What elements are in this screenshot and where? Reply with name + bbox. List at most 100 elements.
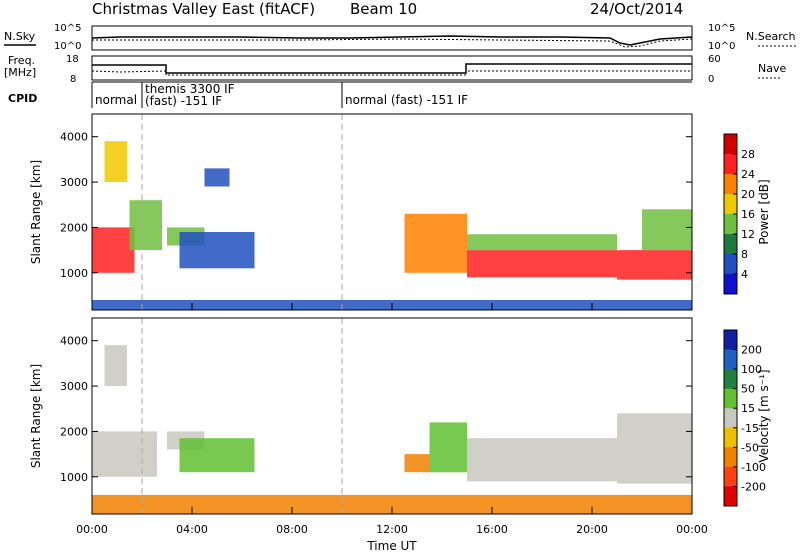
nave-label: Nave: [758, 62, 786, 75]
power-region-10: [642, 209, 692, 251]
power-colorbar-label: Power [dB]: [757, 179, 771, 244]
velocity-colorbar-swatch-5: [724, 427, 737, 448]
velocity-colorbar-frame: [723, 329, 738, 507]
power-region-2: [129, 200, 162, 251]
x-tick-label-0: 00:00: [76, 523, 108, 536]
velocity-colorbar-swatch-1: [724, 349, 737, 370]
power-colorbar-swatch-7: [724, 274, 737, 295]
freq-label-line2: [MHz]: [4, 66, 36, 79]
velocity-colorbar-swatch-8: [724, 486, 737, 507]
cpid-label: CPID: [8, 92, 37, 105]
velocity-colorbar-tick-label-4: -15: [741, 422, 759, 435]
velocity-region-6: [467, 438, 617, 482]
power-colorbar-swatch-4: [724, 214, 737, 235]
noise-right-label: N.Search: [746, 30, 796, 43]
power-region-8: [467, 234, 617, 251]
power-colorbar-swatch-5: [724, 234, 737, 255]
power-region-6: [404, 213, 467, 273]
x-axis-label: Time UT: [366, 539, 417, 553]
power-panel: [91, 113, 693, 311]
velocity-region-5: [429, 422, 467, 473]
power-y-label: Slant Range [km]: [29, 160, 43, 264]
power-colorbar-swatch-1: [724, 154, 737, 175]
noise-left-tick-top: 10^5: [54, 23, 81, 34]
velocity-colorbar-tick-label-0: 200: [741, 344, 762, 357]
y-tick-label-1: 2000: [60, 425, 88, 438]
velocity-colorbar-swatch-3: [724, 388, 737, 409]
freq-right-tick-bottom: 0: [708, 74, 714, 85]
power-colorbar-swatch-3: [724, 194, 737, 215]
noise-search-line: [92, 38, 693, 48]
x-tick-label-4: 16:00: [476, 523, 508, 536]
beam-label: Beam 10: [350, 0, 417, 18]
velocity-colorbar-swatch-2: [724, 369, 737, 390]
freq-left-tick-top: 18: [66, 54, 79, 65]
cpid-segment-1-line2: (fast) -151 IF: [145, 94, 222, 108]
x-tick-label-3: 12:00: [376, 523, 408, 536]
x-tick-label-5: 20:00: [576, 523, 608, 536]
velocity-colorbar-swatch-7: [724, 466, 737, 487]
velocity-colorbar-swatch-6: [724, 447, 737, 468]
noise-sky-line: [91, 35, 693, 46]
power-region-1: [104, 141, 127, 182]
power-y-axis: 1000 2000 3000 4000: [60, 131, 692, 280]
nave-line: [91, 70, 692, 76]
velocity-region-3: [179, 438, 255, 473]
power-region-5: [204, 168, 230, 187]
freq-left-tick-bottom: 8: [70, 74, 76, 85]
power-colorbar-tick-label-4: 12: [741, 228, 755, 241]
velocity-heatmap-cells: [92, 318, 692, 514]
noise-left-tick-bottom: 10^0: [54, 41, 81, 52]
noise-right-tick-top: 10^5: [708, 23, 735, 34]
cpid-segment-1-line1: themis 3300 IF: [145, 82, 235, 96]
power-region-0: [92, 227, 135, 273]
power-region-7: [467, 250, 617, 278]
y-tick-label-1: 2000: [60, 221, 88, 234]
y-tick-label-0: 1000: [60, 471, 88, 484]
y-tick-label-2: 3000: [60, 380, 88, 393]
power-colorbar-tick-label-6: 4: [741, 268, 748, 281]
power-colorbar-swatch-0: [724, 134, 737, 155]
velocity-region-4: [404, 454, 430, 473]
x-tick-label-2: 08:00: [276, 523, 308, 536]
freq-line: [92, 63, 692, 74]
power-colorbar-tick-label-3: 16: [741, 208, 755, 221]
velocity-colorbar-tick-label-5: -50: [741, 441, 759, 454]
x-tick-label-1: 04:00: [176, 523, 208, 536]
power-heatmap-cells: [92, 114, 692, 310]
date-label: 24/Oct/2014: [590, 0, 683, 18]
power-region-4: [179, 232, 255, 269]
power-colorbar-tick-label-1: 24: [741, 168, 755, 181]
velocity-colorbar-tick-label-2: 50: [741, 383, 755, 396]
velocity-colorbar-tick-label-7: -200: [741, 480, 766, 493]
velocity-colorbar: 200 100 50 15 -15 -50 -100 -200: [723, 329, 766, 507]
noise-right-tick-bottom: 10^0: [708, 41, 735, 52]
velocity-colorbar-tick-label-3: 15: [741, 402, 755, 415]
velocity-panel: [91, 317, 693, 515]
freq-panel: [91, 55, 693, 81]
freq-label-line1: Freq.: [8, 54, 35, 67]
power-colorbar-tick-label-5: 8: [741, 248, 748, 261]
velocity-colorbar-swatch-4: [724, 408, 737, 429]
velocity-y-label: Slant Range [km]: [29, 364, 43, 468]
y-tick-label-0: 1000: [60, 267, 88, 280]
power-colorbar-tick-label-0: 28: [741, 148, 755, 161]
noise-left-label: N.Sky: [4, 30, 36, 43]
power-colorbar: 28 24 20 16 12 8 4: [723, 133, 755, 295]
chart-title: Christmas Valley East (fitACF): [92, 0, 315, 18]
cpid-segment-2: normal (fast) -151 IF: [345, 93, 468, 107]
time-axis: 00:00 04:00 08:00 12:00 16:00 20:00 00:00: [76, 303, 708, 536]
y-tick-label-2: 3000: [60, 176, 88, 189]
cpid-segment-0: normal: [95, 93, 137, 107]
power-colorbar-tick-label-2: 20: [741, 188, 755, 201]
y-tick-label-3: 4000: [60, 335, 88, 348]
velocity-y-axis: 1000 2000 3000 4000: [60, 335, 692, 484]
velocity-region-1: [104, 345, 127, 386]
velocity-colorbar-tick-label-6: -100: [741, 461, 766, 474]
freq-right-tick-top: 60: [708, 54, 721, 65]
x-tick-label-6: 00:00: [676, 523, 708, 536]
y-tick-label-3: 4000: [60, 131, 88, 144]
velocity-colorbar-tick-label-1: 100: [741, 363, 762, 376]
velocity-region-8: [92, 494, 692, 514]
